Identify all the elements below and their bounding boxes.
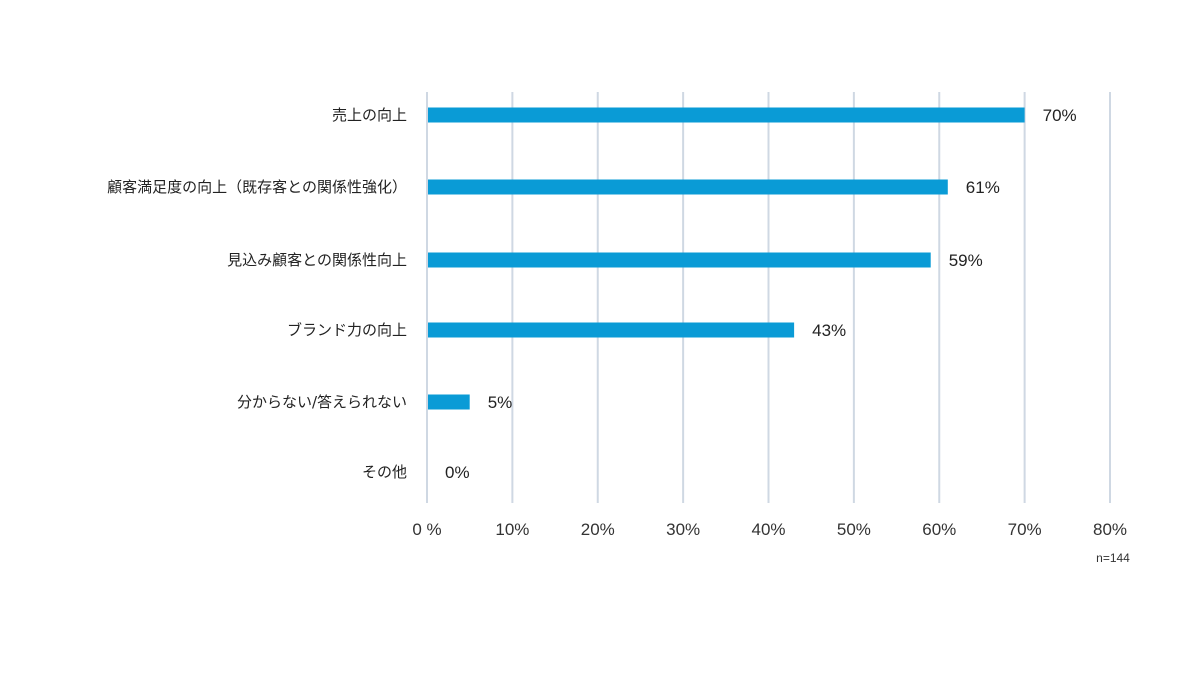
tick-layer: 0 % 10% 20% 30% 40% 50% 60% 70% 80% [412, 520, 1127, 539]
x-tick-label-0: 0 % [412, 520, 441, 539]
bar [428, 179, 948, 195]
data-label: 0% [445, 463, 470, 482]
x-tick-label-10: 10% [495, 520, 529, 539]
x-tick-label-20: 20% [581, 520, 615, 539]
data-label: 43% [812, 321, 846, 340]
x-tick-label-80: 80% [1093, 520, 1127, 539]
x-tick-label-60: 60% [922, 520, 956, 539]
data-label: 59% [949, 251, 983, 270]
category-label: 分からない/答えられない [237, 393, 407, 411]
x-tick-label-30: 30% [666, 520, 700, 539]
x-tick-label-50: 50% [837, 520, 871, 539]
data-label: 70% [1043, 106, 1077, 125]
category-label: 売上の向上 [332, 106, 407, 124]
category-label: 見込み顧客との関係性向上 [227, 251, 407, 269]
bar [428, 322, 795, 338]
grid-layer [426, 92, 1111, 503]
label-layer: 売上の向上 70% 顧客満足度の向上（既存客との関係性強化） 61% 見込み顧客との関係… [107, 106, 1077, 482]
category-label: その他 [362, 463, 407, 481]
bar-layer [428, 107, 1025, 410]
category-label: 顧客満足度の向上（既存客との関係性強化） [107, 178, 407, 196]
sample-size-note: n=144 [1096, 551, 1130, 565]
data-label: 61% [966, 178, 1000, 197]
x-tick-label-70: 70% [1008, 520, 1042, 539]
bar [428, 252, 931, 268]
x-tick-label-40: 40% [751, 520, 785, 539]
category-label: ブランド力の向上 [287, 321, 407, 339]
bar [428, 107, 1025, 123]
bar [428, 394, 470, 410]
data-label: 5% [488, 393, 513, 412]
